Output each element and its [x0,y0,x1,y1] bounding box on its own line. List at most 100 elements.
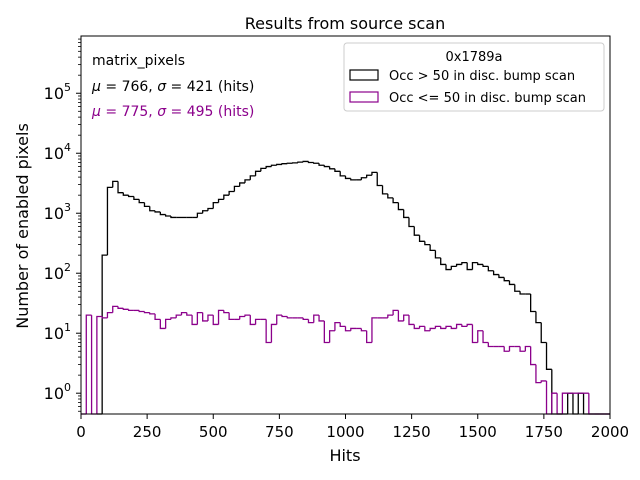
histogram-bin [461,262,468,265]
histogram-bin [577,392,584,414]
histogram-bin [429,327,436,331]
histogram-bin [487,266,494,272]
histogram-bin [450,326,457,330]
histogram-bin [239,315,245,320]
histogram-bin [408,315,415,326]
histogram-bin [424,326,431,332]
histogram-bin [313,162,320,164]
histogram-bin [344,175,351,180]
histogram-bin [371,317,378,343]
histogram-bin [471,262,478,270]
histogram-bin [339,171,346,177]
histogram-bin [403,314,409,321]
histogram-bin [535,311,542,324]
histogram-bin [519,346,526,352]
x-tick-label: 750 [265,423,294,441]
histogram-bin [217,198,224,203]
histogram-bin [112,180,119,188]
histogram-bin [180,312,187,316]
histogram-bin [392,197,399,204]
histogram-bin [434,325,441,329]
histogram-bin [556,393,563,415]
histogram-bin [143,311,150,314]
histogram-bin [117,306,124,309]
histogram-bin [350,178,357,181]
histogram-bin [159,319,166,330]
legend-box [343,42,605,112]
histogram-bin [143,202,150,208]
x-tick-label: 500 [199,423,228,441]
histogram-bin [276,163,283,166]
histogram-bin [249,175,256,180]
histogram-bin [403,209,409,219]
histogram-bin [514,284,521,292]
histogram-bin [159,211,166,216]
histogram-bin [366,174,372,178]
histogram-bin [360,177,367,180]
histogram-bin [202,312,208,322]
histogram-bin [455,323,462,329]
histogram-bin [106,312,113,318]
histogram-bin [281,163,288,165]
histogram-bin [387,314,394,318]
legend-title: 0x1789a [445,50,502,65]
histogram-bin [101,254,108,414]
histogram-bin [503,346,510,352]
histogram-bin [498,274,505,279]
histogram-bin [276,314,283,325]
histogram-bin [122,308,129,310]
histogram-bin [492,270,499,276]
histogram-bin [191,315,198,326]
histogram-bin [307,161,314,164]
histogram-bin [328,330,335,343]
histogram-bin [233,185,240,192]
y-tick-label: 104 [44,141,71,163]
histogram-bin [339,322,346,328]
histogram-bin [207,314,214,321]
histogram-bin [313,314,320,323]
histogram-bin [212,315,219,326]
x-tick-label: 1500 [459,423,497,441]
histogram-bin [196,312,203,325]
histogram-bin [360,328,367,332]
histogram-bin [254,318,261,325]
histogram-bin [561,392,568,414]
histogram-bin [530,346,536,366]
series-occ-gt-50 [96,160,610,415]
histogram-bin [270,164,277,167]
histogram-bin [588,393,595,415]
histogram-bin [138,199,145,204]
histogram-bin [101,316,108,319]
histogram-bin [164,214,171,217]
histogram-bin [461,324,468,328]
histogram-bin [334,168,341,172]
histogram-bin [535,364,542,384]
histogram-bin [175,314,182,318]
histogram-bin [466,262,473,271]
histogram-bin [297,161,304,163]
x-tick-label: 250 [133,423,162,441]
legend-swatch-black [349,69,379,81]
histogram-bin [413,226,420,236]
histogram-bin [244,179,251,183]
x-tick-label: 0 [76,423,86,441]
histogram-bin [302,317,309,321]
histogram-bin [318,315,325,322]
histogram-bin [519,291,526,295]
histogram-bin [323,165,330,168]
stats-annotation: matrix_pixels μ = 766, σ = 421 (hits) μ … [91,53,254,120]
histogram-bin [149,312,156,315]
x-tick-label: 2000 [591,423,629,441]
histogram-bin [260,167,267,172]
histogram-bin [164,318,171,329]
histogram-bin [228,312,235,321]
histogram-bin [96,315,103,414]
histogram-bin [508,280,515,286]
histogram-bin [376,172,383,187]
histogram-bin [138,310,145,313]
histogram-bin [434,250,441,259]
histogram-bin [239,182,245,187]
histogram-bin [540,380,547,383]
histogram-bin [440,257,447,266]
